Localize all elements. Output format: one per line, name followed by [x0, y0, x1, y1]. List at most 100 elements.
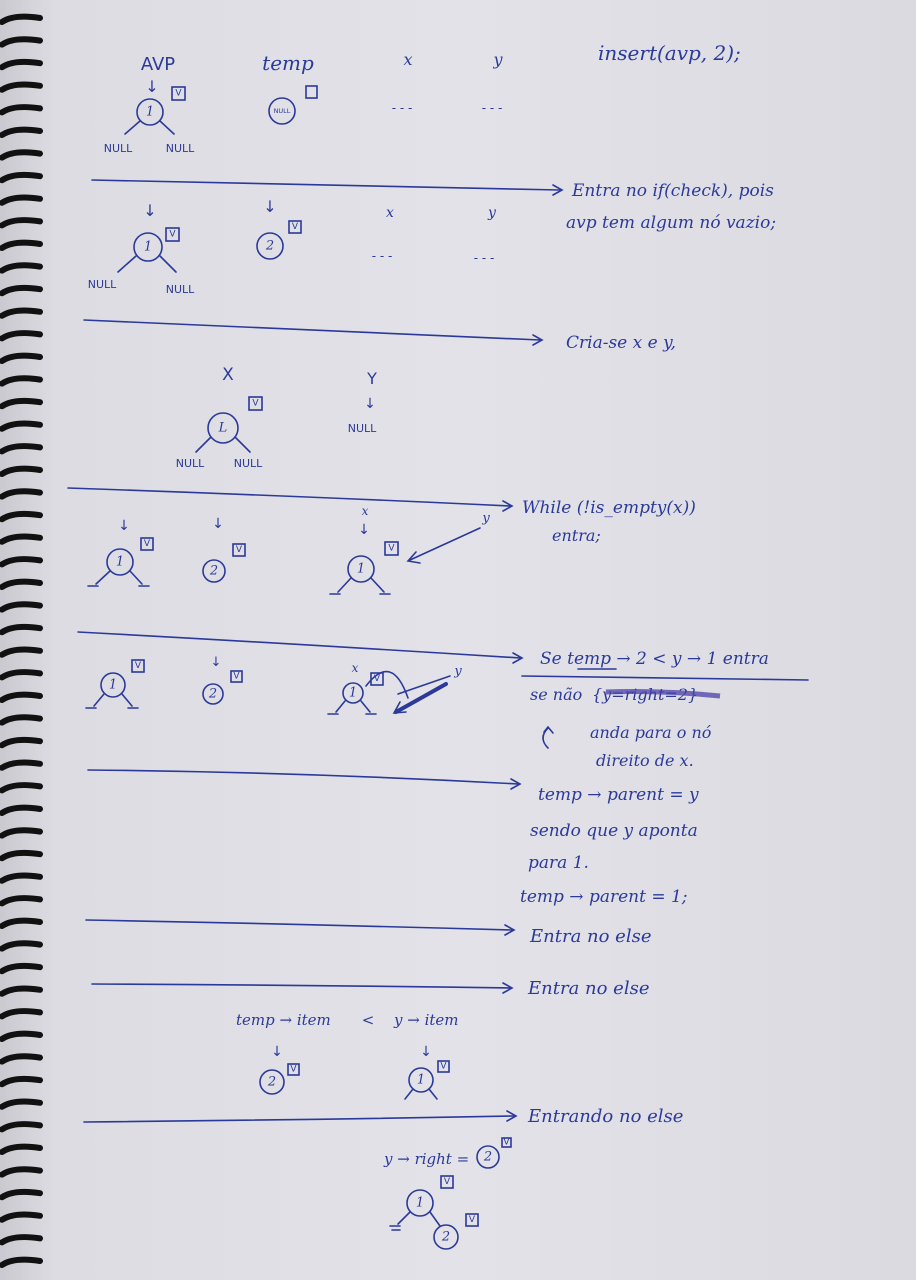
label-y: y [492, 50, 503, 69]
label-y: y [453, 664, 462, 679]
spiral-loop [0, 1166, 43, 1178]
dots-x: - - - [372, 249, 393, 263]
note-se-4: direito de x. [596, 751, 694, 770]
compare-less-than: < [362, 1011, 375, 1029]
spiral-loop [0, 397, 43, 410]
node-2-label: 2 [209, 564, 218, 579]
check-mark: V [233, 672, 240, 682]
check-mark: V [252, 399, 259, 409]
spiral-loop [0, 443, 43, 455]
node-1-label: 1 [357, 562, 365, 577]
spiral-loop [0, 58, 43, 71]
call-insert: insert(avp, 2); [598, 41, 741, 65]
divider-arrow [85, 919, 513, 931]
spiral-loop [0, 126, 43, 138]
label-x: x [403, 50, 412, 69]
spiral-loop [0, 623, 43, 636]
check-box [165, 227, 180, 242]
note-while-2: entra; [552, 526, 601, 545]
note-se-2: se não [530, 685, 582, 704]
node-1 [106, 548, 134, 576]
note-se-1: Se temp → 2 < y → 1 entra [540, 649, 769, 669]
empty-box [305, 85, 318, 99]
check-box [437, 1060, 450, 1073]
spiral-loop [0, 194, 43, 206]
divider-arrow [83, 1115, 515, 1123]
check-mark: V [503, 1138, 510, 1148]
spiral-loop [0, 81, 43, 93]
spiral-loop [0, 533, 43, 545]
spiral-loop [0, 736, 43, 749]
spiral-loop [0, 940, 43, 952]
spiral-loop [0, 782, 43, 794]
check-mark: V [144, 539, 151, 549]
spiral-loop [0, 36, 43, 48]
spiral-loop [0, 1234, 43, 1246]
node-2 [259, 1069, 285, 1095]
check-mark: V [374, 674, 381, 684]
spiral-loop [0, 330, 43, 342]
node-2-label: 2 [441, 1230, 450, 1245]
divider-arrow [83, 319, 541, 341]
null-right: NULL [234, 457, 263, 470]
label-x: x [386, 205, 394, 221]
node-1-label: 1 [146, 105, 154, 120]
spiral-loop [0, 1098, 43, 1110]
node-1-label: 1 [116, 555, 124, 570]
spiral-loop [0, 849, 43, 862]
label-x: X [222, 365, 234, 385]
node-temp-null-label: NULL [274, 107, 291, 115]
spiral-loop [0, 1121, 43, 1133]
compare-temp-item: temp → item [236, 1011, 331, 1029]
node-1-label: 1 [109, 678, 117, 693]
note-se-3: anda para o nó [590, 723, 712, 742]
arrow-avp: ↓ [118, 518, 130, 534]
node-2-label: 2 [267, 1075, 276, 1090]
arrow-y: ↓ [364, 396, 376, 412]
spiral-loop [0, 1143, 43, 1155]
check-mark: V [236, 545, 243, 555]
check-box [287, 1063, 300, 1076]
check-mark: V [135, 661, 142, 671]
note-while-1: While (!is_empty(x)) [522, 498, 696, 518]
spiral-loop [0, 171, 43, 184]
spiral-loop [0, 1075, 43, 1088]
label-y: y [487, 205, 497, 221]
check-box [384, 541, 399, 556]
arrow-temp: ↓ [211, 655, 222, 670]
check-box [288, 220, 302, 234]
check-box [230, 670, 243, 683]
null-right: NULL [166, 283, 195, 296]
spiral-loop [0, 307, 43, 319]
spiral-loop [0, 962, 43, 975]
check-box [232, 543, 246, 557]
arrow-temp: ↓ [212, 516, 224, 532]
note-else-2: Entra no else [527, 978, 649, 999]
node-2 [202, 559, 226, 583]
node-2 [256, 232, 284, 260]
node-1-label: 1 [349, 686, 357, 701]
node-1 [408, 1067, 434, 1093]
node-2 [202, 683, 224, 705]
check-box [171, 86, 186, 101]
spiral-loop [0, 262, 43, 274]
node-temp-null [268, 97, 296, 125]
null-left: NULL [104, 142, 133, 155]
spiral-loop [0, 556, 43, 568]
check-box [465, 1213, 479, 1227]
note-cria-se: Cria-se x e y, [566, 333, 676, 353]
divider-arrow [91, 983, 511, 989]
spiral-loop [0, 646, 43, 658]
note-else-1: Entra no else [529, 926, 651, 947]
note-parent-1: temp → parent = y [538, 785, 699, 805]
node-1 [100, 672, 126, 698]
check-mark: V [469, 1215, 476, 1225]
check-box [248, 396, 263, 411]
spiral-loop [0, 465, 43, 477]
spiral-loop [0, 239, 43, 251]
spiral-loop [0, 872, 43, 884]
check-mark: V [292, 222, 299, 232]
note-entrando-else: Entrando no else [527, 1106, 683, 1127]
spiral-loop [0, 1053, 43, 1065]
